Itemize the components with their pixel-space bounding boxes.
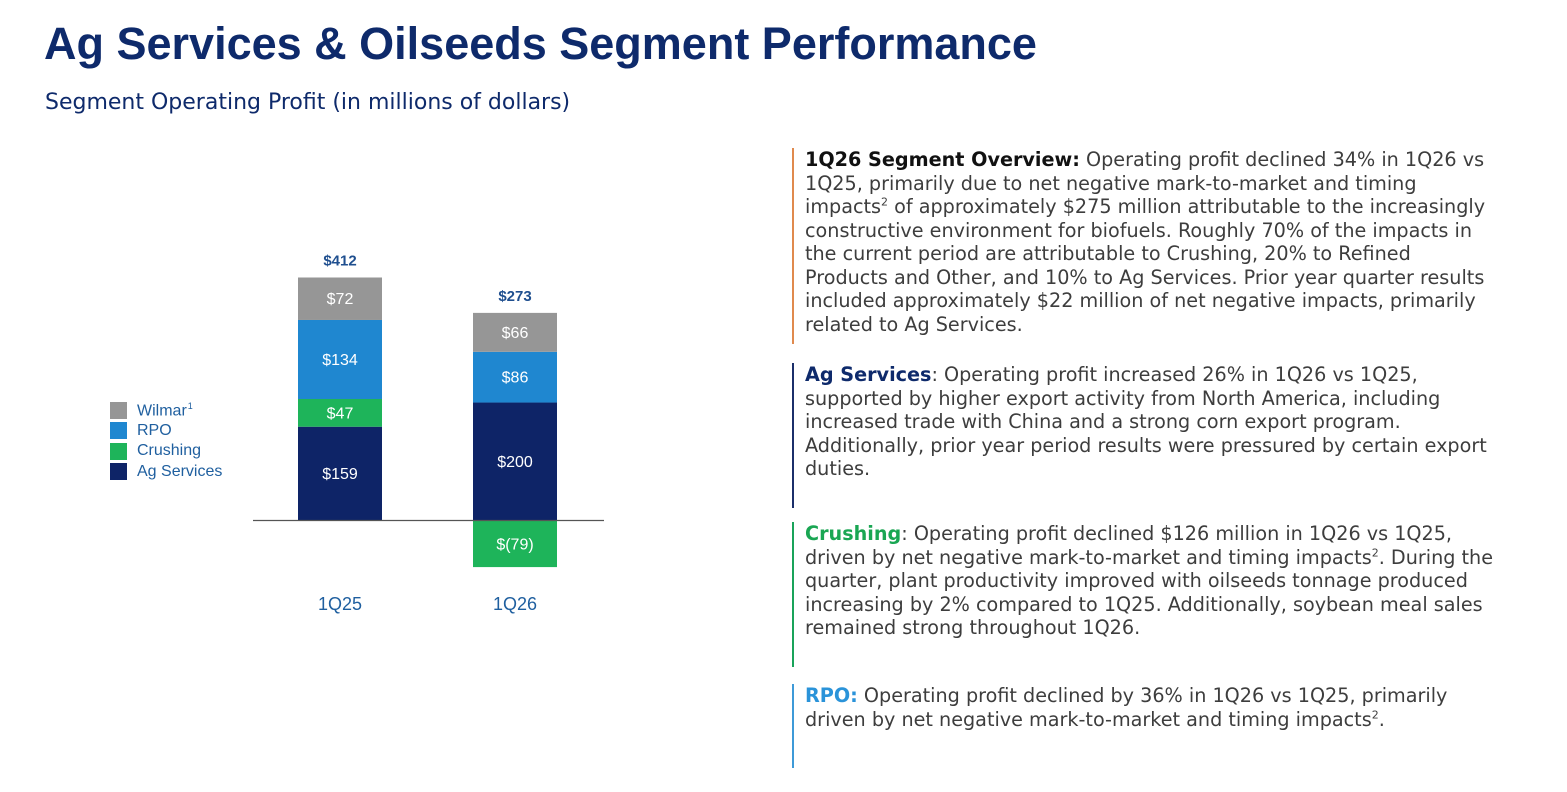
ag-services-heading: Ag Services [805, 363, 932, 386]
bar-label-ag-services-1q26: $200 [497, 454, 533, 471]
bar-label-rpo-1q25: $134 [322, 352, 358, 369]
legend-label-wilmar: Wilmar1 [137, 400, 193, 419]
overview-footnote: 2 [881, 195, 889, 209]
legend-item-wilmar: Wilmar1 [110, 400, 222, 421]
rpo-heading: RPO: [805, 684, 858, 707]
legend-item-crushing: Crushing [110, 441, 222, 462]
page-title: Ag Services & Oilseeds Segment Performan… [44, 18, 1037, 69]
overview-text-2: of approximately $275 million attributab… [805, 195, 1486, 336]
rpo-footnote: 2 [1371, 708, 1379, 722]
bar-crushing-1q25 [298, 399, 382, 427]
crushing-footnote: 2 [1371, 546, 1379, 560]
legend-swatch-rpo [110, 422, 127, 440]
ag-services-text: : Operating profit increased 26% in 1Q26… [805, 363, 1487, 480]
bar-label-wilmar-1q25: $72 [327, 291, 354, 308]
section-rpo: RPO: Operating profit declined by 36% in… [792, 684, 1495, 768]
chart-subtitle: Segment Operating Profit (in millions of… [45, 90, 571, 115]
bar-label-crushing-1q26: $(79) [496, 536, 533, 553]
bar-label-wilmar-1q26: $66 [502, 325, 529, 342]
rpo-text-2: . [1378, 707, 1385, 731]
crushing-text: : Operating profit declined $126 million… [805, 522, 1453, 569]
overview-heading: 1Q26 Segment Overview: [805, 148, 1080, 171]
section-crushing: Crushing: Operating profit declined $126… [792, 522, 1495, 667]
bar-label-crushing-1q25: $47 [327, 405, 354, 422]
category-label-1q25: 1Q25 [318, 594, 362, 614]
legend-label-rpo: RPO [137, 421, 172, 439]
bar-label-rpo-1q26: $86 [502, 370, 529, 387]
rpo-text: Operating profit declined by 36% in 1Q26… [805, 684, 1448, 731]
bar-ag-services-1q25 [298, 426, 382, 521]
total-label-1q25: $412 [323, 253, 356, 270]
bar-rpo-1q26 [473, 351, 557, 403]
legend-item-ag-services: Ag Services [110, 462, 222, 483]
legend-label-ag-services: Ag Services [137, 462, 223, 480]
legend-swatch-crushing [110, 442, 127, 460]
section-ag-services: Ag Services: Operating profit increased … [792, 363, 1495, 508]
crushing-heading: Crushing [805, 522, 902, 545]
bar-wilmar-1q25 [298, 277, 382, 320]
legend-swatch-ag-services [110, 463, 127, 481]
crushing-text-2: . During the quarter, plant productivity… [805, 545, 1494, 640]
bar-ag-services-1q26 [473, 402, 557, 521]
legend-label-crushing: Crushing [137, 442, 202, 460]
legend-item-rpo: RPO [110, 421, 222, 442]
section-overview: 1Q26 Segment Overview: Operating profit … [792, 148, 1495, 344]
bar-rpo-1q25 [298, 319, 382, 399]
bar-wilmar-1q26 [473, 312, 557, 352]
legend-swatch-wilmar [110, 401, 127, 419]
total-label-1q26: $273 [498, 288, 531, 305]
bar-label-ag-services-1q25: $159 [322, 466, 358, 483]
overview-text: Operating profit declined 34% in 1Q26 vs… [805, 148, 1485, 218]
category-label-1q26: 1Q26 [493, 594, 537, 614]
stacked-bar-chart: $159 $47 $134 $72 $412 1Q25 $200 $(79) $86 $66 $27… [253, 253, 604, 614]
chart-legend: Wilmar1 RPO Crushing Ag Services [110, 400, 222, 482]
bar-crushing-1q26 [473, 520, 557, 568]
